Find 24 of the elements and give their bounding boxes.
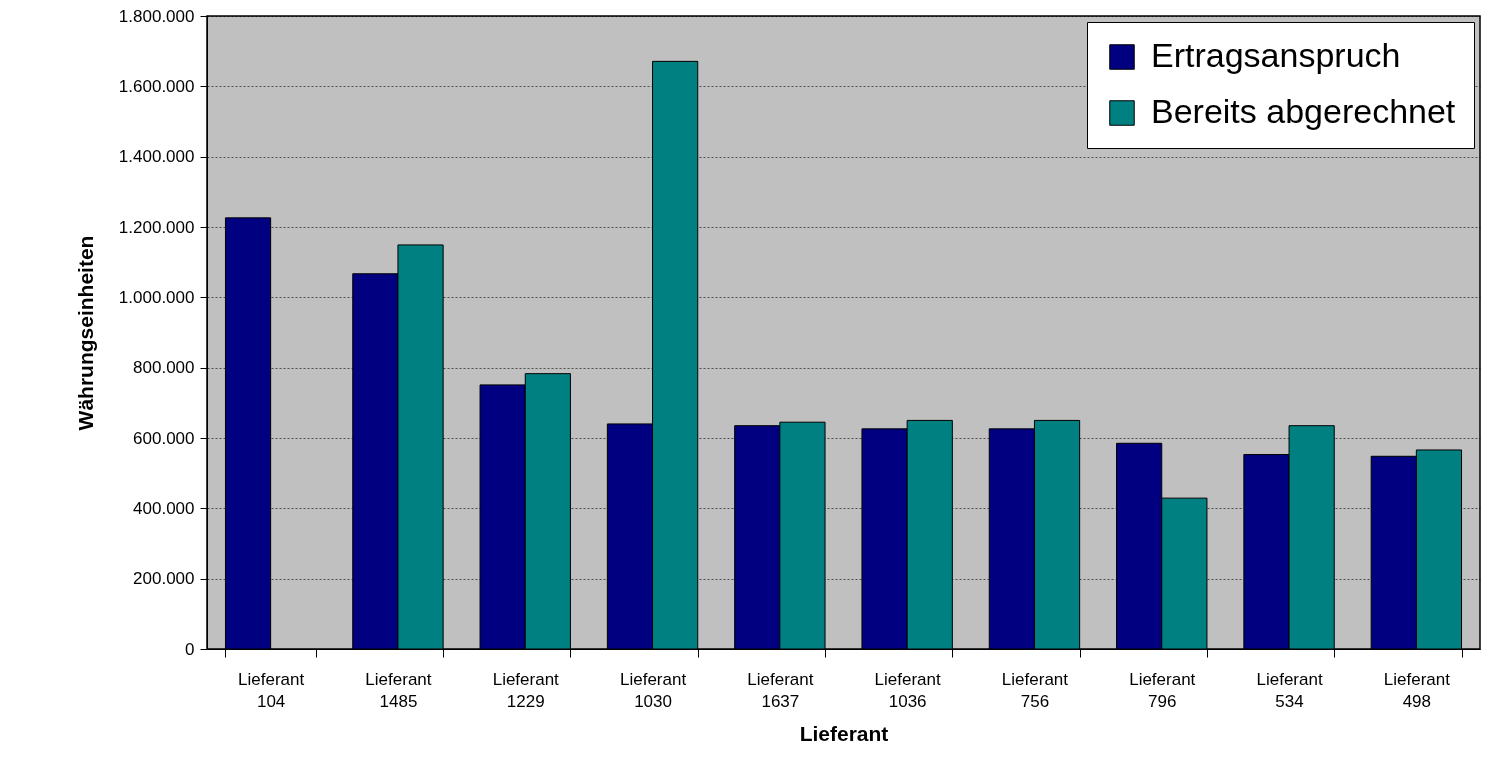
x-tick-label: Lieferant 1030: [619, 669, 687, 711]
y-tick-label: 1.800.000: [118, 6, 195, 26]
y-tick-label: 800.000: [133, 358, 195, 378]
x-tick-label: Lieferant 1036: [874, 669, 941, 711]
x-tick-label: Lieferant 498: [1383, 669, 1451, 711]
x-tick-label: Lieferant 796: [1129, 669, 1196, 711]
y-tick-label: 400.000: [133, 498, 195, 518]
x-tick-label: Lieferant 1229: [492, 669, 560, 711]
y-axis-title: Währungseinheiten: [73, 235, 97, 431]
y-tick-label: 1.200.000: [118, 217, 195, 237]
legend-label: Ertragsanspruch: [1151, 36, 1401, 74]
x-axis-title: Lieferant: [799, 721, 889, 745]
y-tick-label: 200.000: [133, 569, 195, 589]
x-tick-label: Lieferant 1485: [365, 669, 432, 711]
x-tick-label: Lieferant 104: [238, 669, 305, 711]
legend-label: Bereits abgerechnet: [1151, 92, 1456, 130]
x-tick-label: Lieferant 1637: [747, 669, 814, 711]
y-tick-label: 1.600.000: [118, 76, 195, 96]
y-tick-label: 0: [185, 639, 195, 659]
y-tick-label: 600.000: [133, 428, 195, 448]
y-tick-label: 1.000.000: [118, 287, 195, 307]
y-tick-label: 1.400.000: [118, 147, 195, 167]
x-tick-label: Lieferant 534: [1256, 669, 1323, 711]
x-tick-label: Lieferant 756: [1001, 669, 1069, 711]
